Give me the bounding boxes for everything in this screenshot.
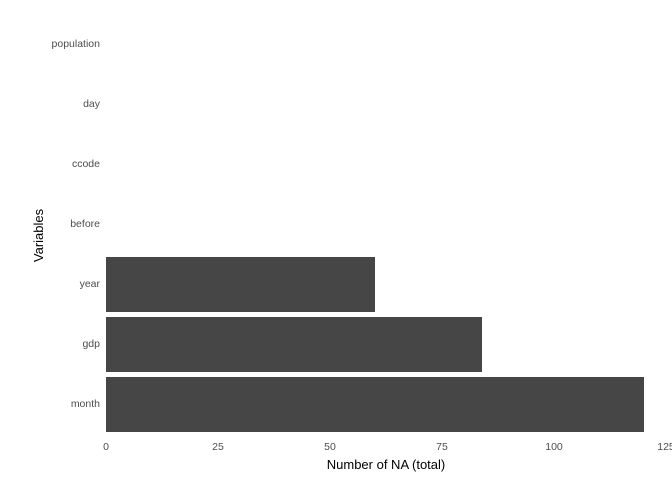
bar-gdp [106, 317, 483, 372]
y-tick-label-population: population [51, 38, 100, 50]
y-tick-label-gdp: gdp [82, 338, 100, 350]
y-tick-label-ccode: ccode [71, 158, 100, 170]
bar-year [106, 257, 375, 312]
x-axis-tick-labels: 0 25 50 75 100 125 [0, 440, 672, 456]
x-tick-label-50: 50 [324, 441, 336, 453]
x-tick-label-75: 75 [436, 441, 448, 453]
x-tick-label-125: 125 [657, 441, 672, 453]
x-axis-title: Number of NA (total) [326, 457, 446, 472]
bar-month [106, 377, 644, 432]
y-axis-tick-labels: population day ccode before year gdp mon… [16, 0, 100, 440]
x-tick-label-25: 25 [212, 441, 224, 453]
bar-rect [106, 317, 483, 372]
x-tick-label-0: 0 [103, 441, 109, 453]
y-tick-label-year: year [79, 278, 100, 290]
y-tick-label-before: before [70, 218, 100, 230]
y-tick-label-month: month [70, 398, 100, 410]
y-tick-label-day: day [83, 98, 100, 110]
bar-rect [106, 377, 644, 432]
bar-rect [106, 257, 375, 312]
plot-panel [106, 14, 666, 434]
x-tick-label-100: 100 [545, 441, 563, 453]
